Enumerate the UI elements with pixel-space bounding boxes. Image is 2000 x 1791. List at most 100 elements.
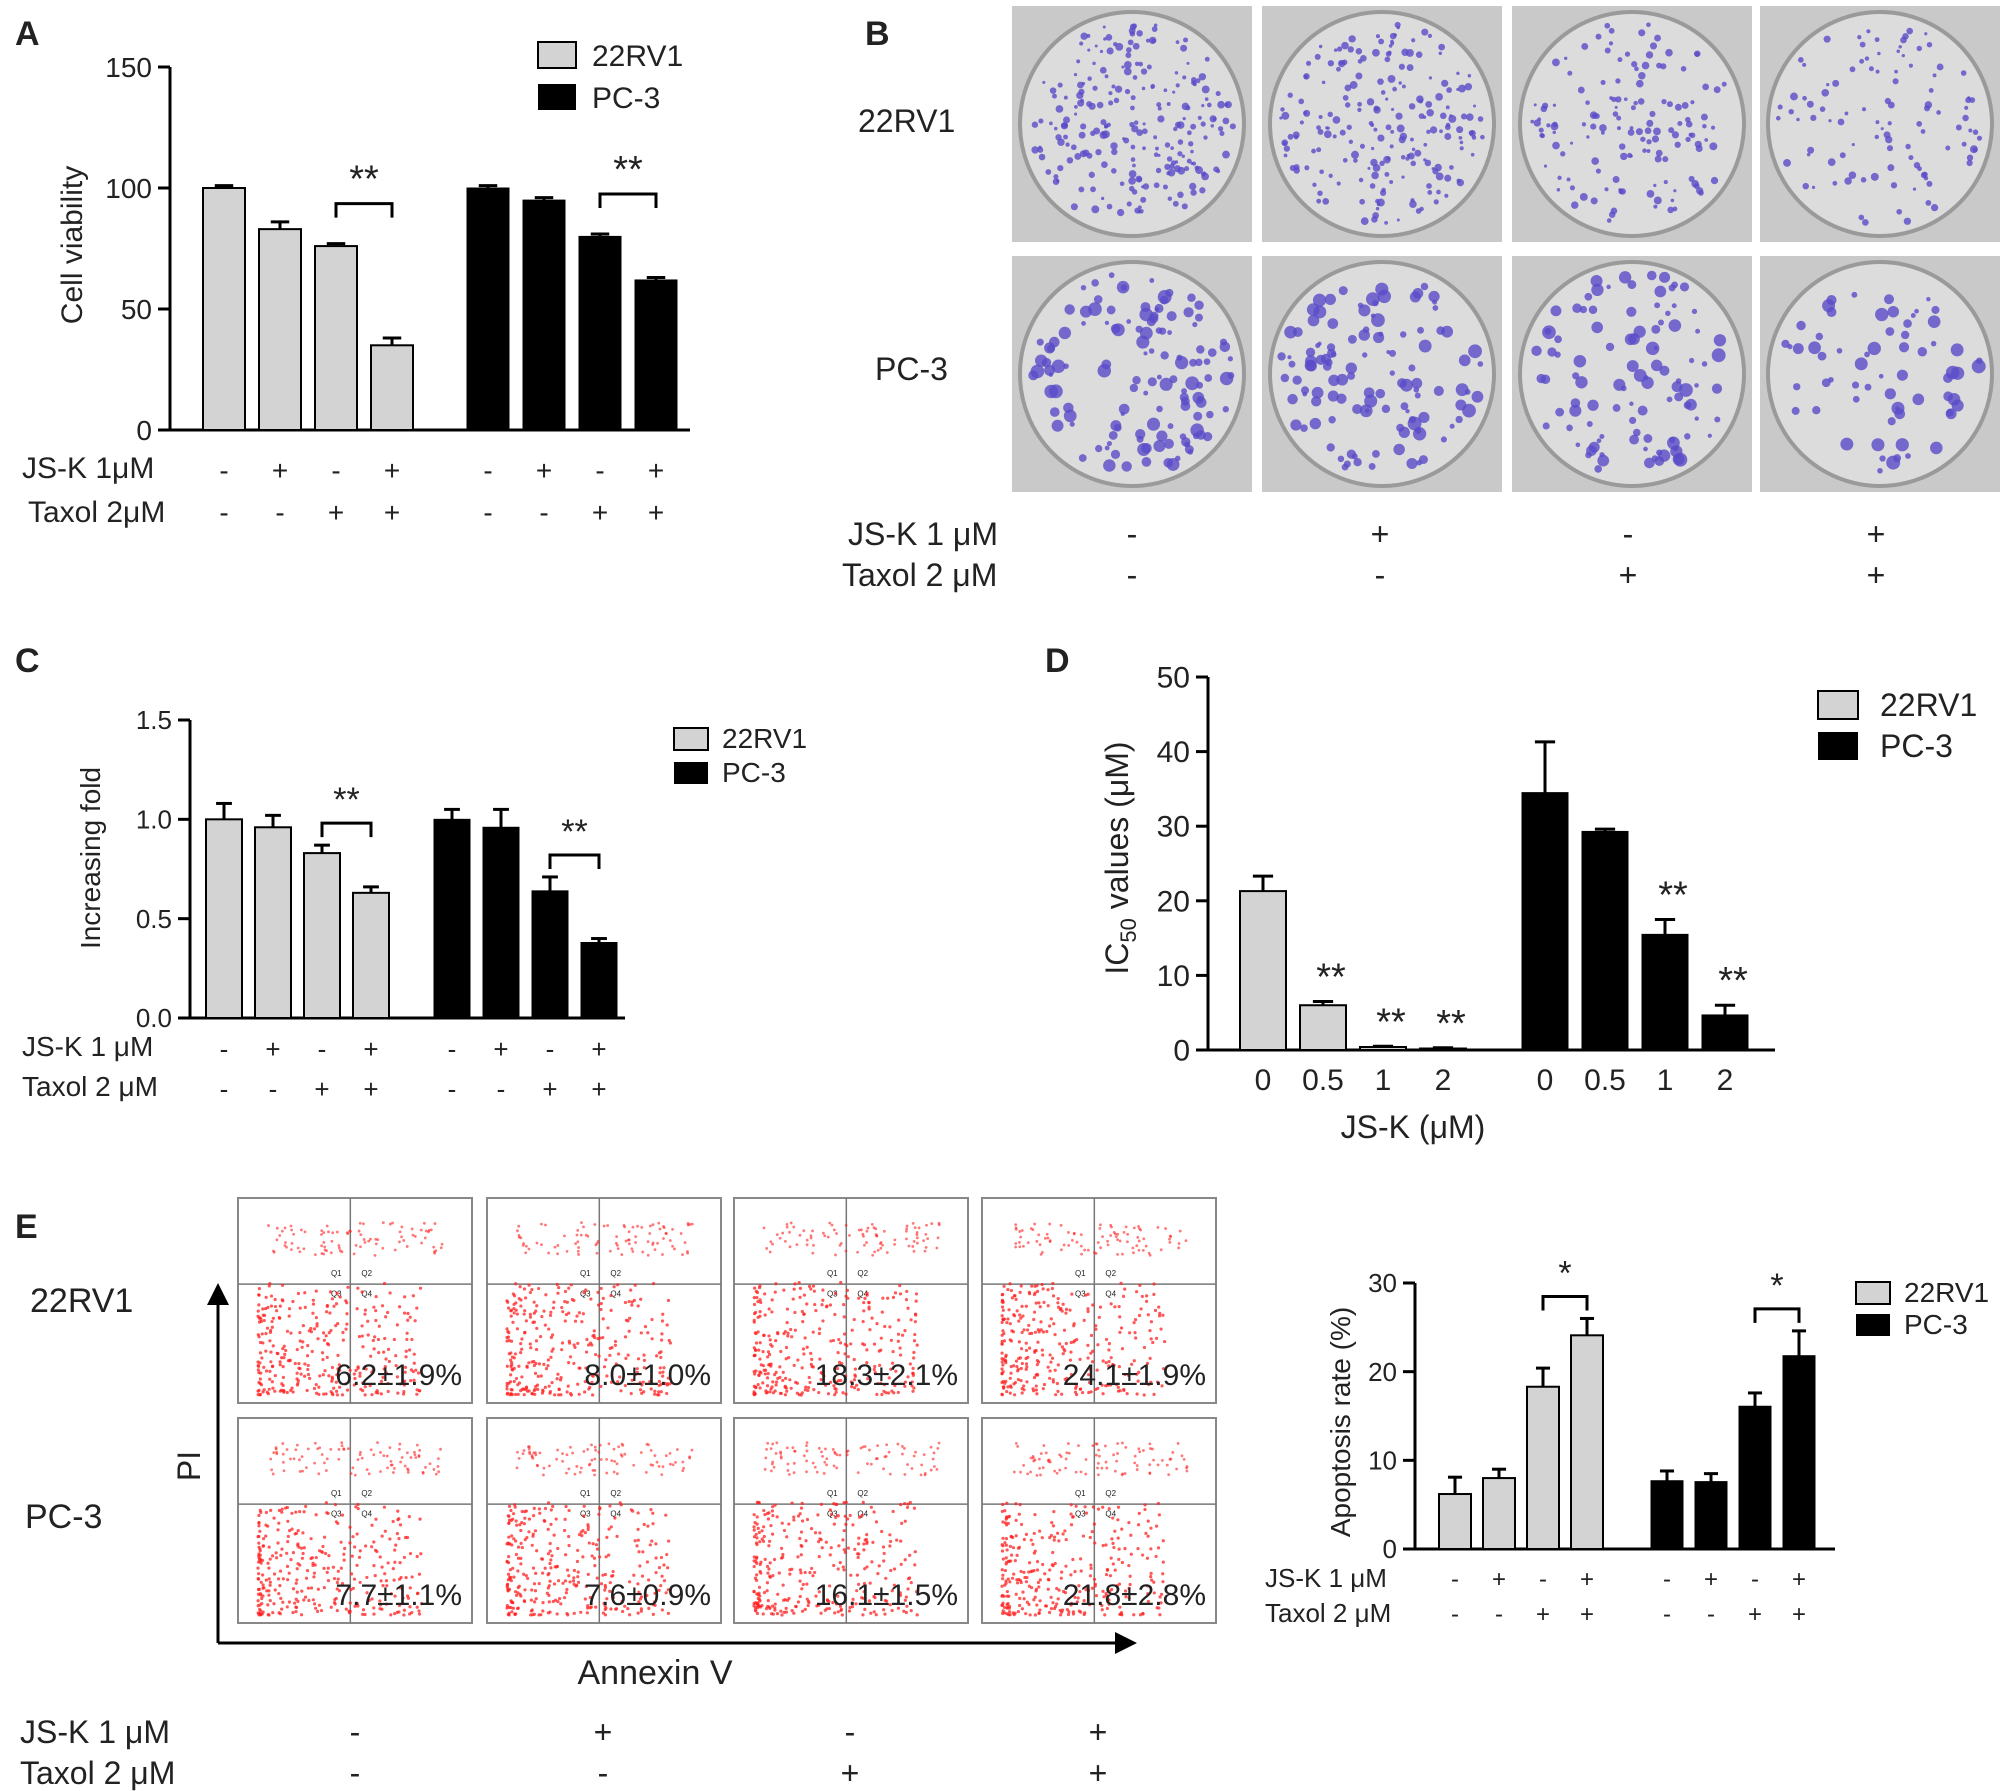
event-dot xyxy=(1086,1309,1090,1314)
event-dot xyxy=(309,1537,313,1541)
colony xyxy=(1464,389,1471,395)
treat-label-jsk-c: JS-K 1 μM xyxy=(22,1031,153,1062)
colony xyxy=(1081,320,1086,326)
event-dot xyxy=(520,1509,524,1514)
event-dot xyxy=(374,1294,378,1299)
event-dot xyxy=(572,1611,576,1615)
event-dot xyxy=(1001,1577,1005,1581)
event-dot xyxy=(912,1454,916,1458)
treatment-sign-jsk: - xyxy=(448,1034,457,1064)
colony xyxy=(1074,152,1082,160)
event-dot xyxy=(665,1391,669,1396)
colony xyxy=(1555,407,1565,417)
event-dot xyxy=(509,1373,513,1377)
event-dot xyxy=(401,1380,405,1384)
event-dot xyxy=(1127,1373,1131,1378)
event-dot xyxy=(784,1345,789,1350)
event-dot xyxy=(800,1309,804,1314)
treatment-sign-taxol: - xyxy=(1127,557,1138,593)
event-dot xyxy=(266,1603,270,1607)
event-dot xyxy=(1154,1336,1159,1340)
colony xyxy=(1315,354,1327,366)
event-dot xyxy=(405,1245,409,1248)
event-dot xyxy=(628,1613,632,1617)
event-dot xyxy=(1037,1301,1041,1305)
event-dot xyxy=(888,1603,892,1607)
event-dot xyxy=(913,1563,917,1567)
event-dot xyxy=(270,1319,274,1324)
event-dot xyxy=(561,1459,564,1463)
event-dot xyxy=(889,1367,893,1371)
event-dot xyxy=(372,1305,376,1309)
treatment-sign-jsk: + xyxy=(493,1034,508,1064)
y-tick-label: 150 xyxy=(105,52,152,83)
colony xyxy=(1165,288,1174,297)
event-dot xyxy=(330,1365,335,1370)
event-dot xyxy=(893,1238,897,1242)
event-dot xyxy=(1035,1363,1039,1367)
colony xyxy=(1342,157,1348,163)
colony xyxy=(1560,151,1566,157)
colony xyxy=(1166,311,1177,322)
event-dot xyxy=(850,1601,854,1605)
event-dot xyxy=(581,1529,585,1533)
event-dot xyxy=(586,1527,590,1532)
event-dot xyxy=(873,1370,877,1375)
event-dot xyxy=(605,1374,609,1378)
event-dot xyxy=(1019,1580,1023,1585)
event-dot xyxy=(557,1393,561,1397)
event-dot xyxy=(802,1352,806,1356)
colony xyxy=(1605,342,1615,352)
colony xyxy=(1661,98,1667,105)
event-dot xyxy=(308,1376,312,1380)
event-dot xyxy=(853,1374,857,1378)
event-dot xyxy=(1069,1601,1073,1605)
event-dot xyxy=(525,1365,529,1369)
event-dot xyxy=(1094,1442,1098,1446)
event-dot xyxy=(272,1249,275,1253)
event-dot xyxy=(511,1566,515,1570)
event-dot xyxy=(657,1379,662,1384)
event-dot xyxy=(872,1610,876,1614)
event-dot xyxy=(258,1607,262,1612)
event-dot xyxy=(846,1355,850,1359)
event-dot xyxy=(280,1229,284,1233)
event-dot xyxy=(315,1324,319,1328)
event-dot xyxy=(668,1239,672,1242)
colony xyxy=(1976,135,1983,141)
event-dot xyxy=(374,1318,378,1323)
event-dot xyxy=(836,1567,840,1571)
event-dot xyxy=(335,1291,339,1295)
event-dot xyxy=(532,1389,536,1393)
treatment-sign-taxol: - xyxy=(1495,1601,1503,1628)
y-tick-label: 1.0 xyxy=(136,804,172,834)
event-dot xyxy=(587,1541,591,1545)
flow-axes xyxy=(207,1283,1137,1654)
colony xyxy=(1336,373,1349,386)
event-dot xyxy=(507,1605,511,1609)
event-dot xyxy=(413,1235,417,1238)
event-dot xyxy=(276,1541,280,1545)
colony xyxy=(1172,200,1179,207)
event-dot xyxy=(281,1299,285,1303)
event-dot xyxy=(659,1355,663,1360)
y-tick-label: 0 xyxy=(1173,1035,1190,1068)
event-dot xyxy=(549,1522,553,1526)
event-dot xyxy=(868,1448,871,1452)
event-dot xyxy=(358,1371,362,1375)
event-dot xyxy=(1067,1231,1070,1234)
colony xyxy=(1433,199,1439,205)
event-dot xyxy=(908,1553,912,1557)
plus-minus: ± xyxy=(377,1359,393,1392)
event-dot xyxy=(633,1373,637,1377)
event-dot xyxy=(1064,1457,1068,1461)
colony xyxy=(1633,368,1647,382)
colony xyxy=(1181,102,1190,111)
event-dot xyxy=(1046,1236,1050,1240)
event-dot xyxy=(333,1597,337,1602)
colony xyxy=(1128,177,1136,185)
event-dot xyxy=(798,1579,802,1583)
colony xyxy=(1627,129,1635,136)
event-dot xyxy=(808,1570,812,1575)
event-dot xyxy=(507,1611,511,1615)
